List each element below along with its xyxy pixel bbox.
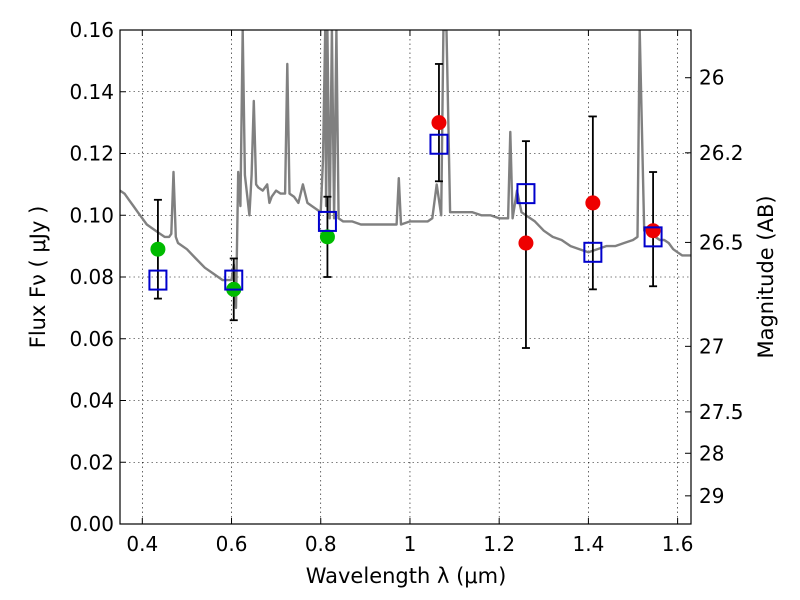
mag-tick-label: 26.5	[699, 230, 744, 254]
plot-area	[120, 30, 691, 349]
y-tick-label: 0.02	[69, 450, 114, 474]
green-data-point	[150, 241, 166, 257]
blue-square-marker	[643, 226, 663, 248]
mag-tick-label: 29	[699, 484, 724, 508]
y-axis-label: Flux Fν ( μJy )	[26, 206, 50, 349]
red-data-point	[645, 223, 661, 239]
blue-square-marker	[317, 210, 337, 232]
blue-square-marker	[148, 269, 168, 291]
mag-tick-label: 27	[699, 334, 724, 358]
green-data-point	[319, 229, 335, 245]
x-tick-label: 1.2	[483, 532, 515, 556]
mag-tick-label: 26	[699, 66, 724, 90]
y-tick-label: 0.12	[69, 142, 114, 166]
x-tick-label: 0.4	[126, 532, 158, 556]
x-tick-label: 1.6	[662, 532, 694, 556]
blue-square-marker	[429, 133, 449, 155]
blue-square-marker	[516, 183, 536, 205]
red-data-point	[518, 235, 534, 251]
x-tick-label: 1.4	[572, 532, 604, 556]
mag-tick-label: 28	[699, 441, 724, 465]
x-axis-label: Wavelength λ (μm)	[306, 564, 507, 588]
x-tick-label: 0.8	[305, 532, 337, 556]
axes: 0.4 0.6 0.8 1 1.2 1.4 1.6 0.00 0.02 0.04 0.06 0.08 0…	[69, 18, 743, 556]
mag-tick-label: 26.2	[699, 141, 744, 165]
y-tick-label: 0.16	[69, 18, 114, 42]
y-axis-right-label: Magnitude (AB)	[754, 195, 778, 358]
y-tick-label: 0.10	[69, 203, 114, 227]
y-tick-label: 0.04	[69, 389, 114, 413]
x-tick-label: 0.6	[216, 532, 248, 556]
model-spectrum-line	[120, 30, 691, 310]
red-data-point	[585, 195, 601, 211]
x-tick-label: 1	[404, 532, 417, 556]
y-tick-label: 0.00	[69, 512, 114, 536]
red-data-point	[431, 115, 447, 131]
y-tick-label: 0.08	[69, 265, 114, 289]
blue-square-marker	[583, 241, 603, 263]
mag-tick-label: 27.5	[699, 400, 744, 424]
y-tick-label: 0.14	[69, 80, 114, 104]
blue-square-marker	[224, 269, 244, 291]
y-tick-label: 0.06	[69, 327, 114, 351]
